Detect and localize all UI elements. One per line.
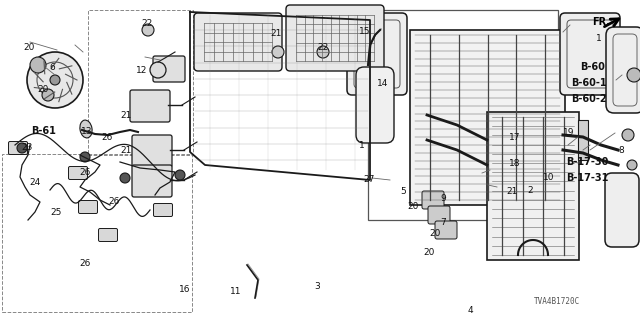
FancyBboxPatch shape bbox=[286, 5, 384, 71]
Text: 1: 1 bbox=[359, 141, 364, 150]
Ellipse shape bbox=[80, 120, 92, 138]
Text: B-61: B-61 bbox=[31, 126, 56, 136]
Bar bbox=[410, 30, 565, 205]
Text: 23: 23 bbox=[21, 143, 33, 152]
Circle shape bbox=[30, 57, 46, 73]
Text: 20: 20 bbox=[24, 44, 35, 52]
FancyBboxPatch shape bbox=[194, 13, 282, 71]
Text: 20: 20 bbox=[38, 85, 49, 94]
Circle shape bbox=[627, 68, 640, 82]
FancyBboxPatch shape bbox=[356, 67, 394, 143]
Text: 17: 17 bbox=[509, 133, 520, 142]
Text: 3: 3 bbox=[314, 282, 319, 291]
Text: 16: 16 bbox=[179, 285, 190, 294]
Text: 5: 5 bbox=[401, 188, 406, 196]
FancyBboxPatch shape bbox=[68, 166, 88, 180]
Text: B-60: B-60 bbox=[580, 62, 605, 72]
Circle shape bbox=[80, 152, 90, 162]
Text: B-17-31: B-17-31 bbox=[566, 172, 609, 183]
FancyBboxPatch shape bbox=[347, 13, 407, 95]
Circle shape bbox=[27, 52, 83, 108]
FancyBboxPatch shape bbox=[99, 228, 118, 242]
FancyBboxPatch shape bbox=[132, 165, 172, 197]
Text: 27: 27 bbox=[364, 175, 375, 184]
Text: 6: 6 bbox=[50, 63, 55, 72]
FancyBboxPatch shape bbox=[154, 204, 173, 217]
Text: 26: 26 bbox=[101, 133, 113, 142]
Text: 2: 2 bbox=[527, 186, 532, 195]
Text: B-60-1: B-60-1 bbox=[571, 78, 607, 88]
FancyBboxPatch shape bbox=[153, 56, 185, 82]
FancyBboxPatch shape bbox=[605, 173, 639, 247]
Circle shape bbox=[627, 160, 637, 170]
Text: 13: 13 bbox=[81, 127, 93, 136]
Text: B-17-30: B-17-30 bbox=[566, 156, 609, 167]
Text: 26: 26 bbox=[79, 168, 91, 177]
Bar bbox=[2, 154, 192, 312]
Text: FR.: FR. bbox=[592, 17, 610, 27]
Circle shape bbox=[142, 24, 154, 36]
FancyBboxPatch shape bbox=[428, 206, 450, 224]
Circle shape bbox=[17, 143, 27, 153]
Text: 26: 26 bbox=[108, 197, 120, 206]
Text: 12: 12 bbox=[136, 66, 147, 75]
Circle shape bbox=[50, 75, 60, 85]
Text: 21: 21 bbox=[271, 29, 282, 38]
Text: B-60-2: B-60-2 bbox=[571, 94, 607, 104]
FancyBboxPatch shape bbox=[606, 27, 640, 113]
Circle shape bbox=[622, 129, 634, 141]
Text: 19: 19 bbox=[563, 128, 574, 137]
Text: 18: 18 bbox=[509, 159, 520, 168]
FancyBboxPatch shape bbox=[435, 221, 457, 239]
Text: 4: 4 bbox=[468, 306, 473, 315]
Text: 15: 15 bbox=[359, 28, 371, 36]
Text: 21: 21 bbox=[120, 146, 132, 155]
Text: 20: 20 bbox=[424, 248, 435, 257]
Circle shape bbox=[175, 170, 185, 180]
Circle shape bbox=[317, 46, 329, 58]
Circle shape bbox=[120, 173, 130, 183]
Text: 14: 14 bbox=[377, 79, 388, 88]
Text: 7: 7 bbox=[441, 218, 446, 227]
Text: 22: 22 bbox=[317, 44, 329, 52]
Text: 20: 20 bbox=[407, 202, 419, 211]
Text: 11: 11 bbox=[230, 287, 241, 296]
Text: 22: 22 bbox=[141, 19, 152, 28]
Bar bbox=[368, 10, 558, 220]
Text: 21: 21 bbox=[506, 188, 518, 196]
FancyBboxPatch shape bbox=[560, 13, 620, 95]
Bar bbox=[88, 10, 193, 155]
Text: 9: 9 bbox=[441, 194, 446, 203]
Circle shape bbox=[42, 89, 54, 101]
FancyBboxPatch shape bbox=[79, 201, 97, 213]
Bar bbox=[487, 112, 579, 260]
Text: 21: 21 bbox=[120, 111, 132, 120]
Text: 1: 1 bbox=[596, 34, 601, 43]
Circle shape bbox=[150, 62, 166, 78]
Text: 8: 8 bbox=[618, 146, 623, 155]
FancyBboxPatch shape bbox=[422, 191, 444, 209]
FancyBboxPatch shape bbox=[132, 135, 172, 167]
Bar bbox=[578, 120, 588, 160]
Text: 24: 24 bbox=[29, 178, 41, 187]
Circle shape bbox=[272, 46, 284, 58]
FancyBboxPatch shape bbox=[8, 141, 28, 155]
Text: 25: 25 bbox=[51, 208, 62, 217]
Text: 10: 10 bbox=[543, 173, 555, 182]
Text: 20: 20 bbox=[429, 229, 441, 238]
FancyBboxPatch shape bbox=[130, 90, 170, 122]
Text: 26: 26 bbox=[79, 260, 91, 268]
Text: TVA4B1720C: TVA4B1720C bbox=[534, 298, 580, 307]
